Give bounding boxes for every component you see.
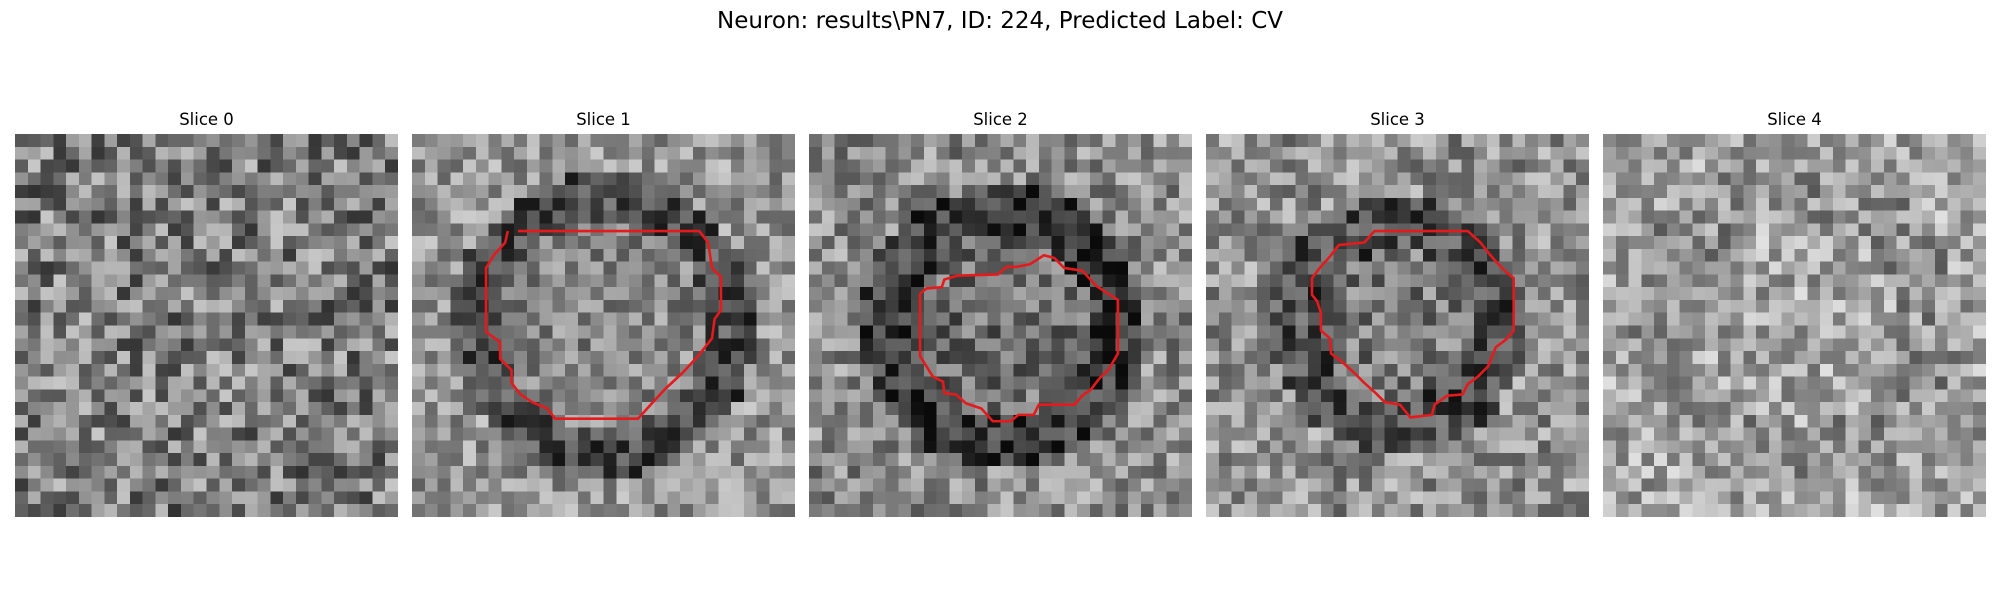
slice-title: Slice 2 — [973, 110, 1028, 129]
slice-image — [412, 134, 795, 517]
contour-overlay — [809, 134, 1192, 517]
contour-overlay — [412, 134, 795, 517]
slice-title: Slice 3 — [1370, 110, 1425, 129]
contour-overlay — [15, 134, 398, 517]
segmentation-contour — [920, 255, 1118, 421]
slice-pixels — [412, 134, 795, 517]
slice-title: Slice 1 — [576, 110, 631, 129]
slice-panel-0: Slice 0 — [15, 106, 398, 517]
slice-panel-3: Slice 3 — [1206, 106, 1589, 517]
slice-pixels — [1603, 134, 1986, 517]
segmentation-contour — [486, 231, 721, 419]
slice-panel-2: Slice 2 — [809, 106, 1192, 517]
slice-panel-1: Slice 1 — [412, 106, 795, 517]
slice-image — [809, 134, 1192, 517]
contour-overlay — [1603, 134, 1986, 517]
figure-title: Neuron: results\PN7, ID: 224, Predicted … — [717, 8, 1283, 34]
slice-image — [1603, 134, 1986, 517]
slice-image — [1206, 134, 1589, 517]
slice-pixels — [15, 134, 398, 517]
slice-pixels — [1206, 134, 1589, 517]
slice-panel-4: Slice 4 — [1603, 106, 1986, 517]
slice-image — [15, 134, 398, 517]
slice-pixels — [809, 134, 1192, 517]
contour-overlay — [1206, 134, 1589, 517]
segmentation-contour — [1312, 231, 1514, 417]
slice-title: Slice 4 — [1767, 110, 1822, 129]
slice-title: Slice 0 — [179, 110, 234, 129]
